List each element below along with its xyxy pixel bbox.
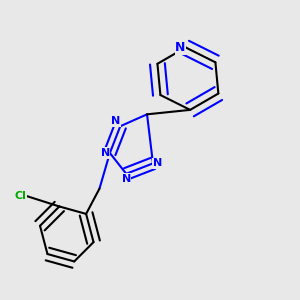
Text: N: N — [122, 174, 131, 184]
Text: N: N — [153, 158, 162, 168]
Text: N: N — [111, 116, 120, 126]
Text: Cl: Cl — [15, 191, 27, 201]
Text: N: N — [100, 148, 110, 158]
Text: N: N — [175, 41, 186, 54]
